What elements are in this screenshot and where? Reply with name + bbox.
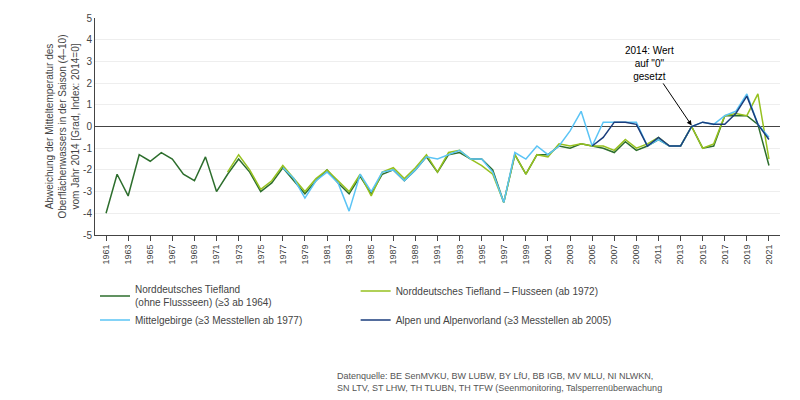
svg-text:-4: -4 [83, 208, 92, 219]
svg-text:1995: 1995 [477, 245, 487, 265]
svg-text:2013: 2013 [675, 245, 685, 265]
svg-text:1983: 1983 [344, 245, 354, 265]
svg-text:2017: 2017 [720, 245, 730, 265]
svg-text:1991: 1991 [432, 245, 442, 265]
svg-text:4: 4 [86, 34, 92, 45]
svg-text:-1: -1 [83, 143, 92, 154]
svg-text:2015: 2015 [698, 245, 708, 265]
svg-text:Norddeutsches Tiefland(ohne Fl: Norddeutsches Tiefland(ohne Flussseen) (… [135, 284, 272, 308]
svg-text:1973: 1973 [234, 245, 244, 265]
svg-text:3: 3 [86, 56, 92, 67]
svg-text:-3: -3 [83, 186, 92, 197]
svg-text:Norddeutsches Tiefland – Fluss: Norddeutsches Tiefland – Flusseen (ab 19… [396, 286, 598, 297]
svg-text:2: 2 [86, 78, 92, 89]
svg-text:1975: 1975 [256, 245, 266, 265]
svg-text:1965: 1965 [145, 245, 155, 265]
svg-text:1977: 1977 [278, 245, 288, 265]
svg-text:2001: 2001 [543, 245, 553, 265]
svg-text:2021: 2021 [764, 245, 774, 265]
svg-text:0: 0 [86, 121, 92, 132]
svg-text:1961: 1961 [101, 245, 111, 265]
svg-text:1989: 1989 [410, 245, 420, 265]
svg-text:2009: 2009 [631, 245, 641, 265]
svg-text:2019: 2019 [742, 245, 752, 265]
svg-text:1963: 1963 [123, 245, 133, 265]
svg-text:Datenquelle: BE SenMVKU, BW LU: Datenquelle: BE SenMVKU, BW LUBW, BY LfU… [337, 371, 662, 393]
svg-text:-2: -2 [83, 164, 92, 175]
svg-text:Mittelgebirge (≥3 Messtellen a: Mittelgebirge (≥3 Messtellen ab 1977) [135, 315, 302, 326]
svg-text:1981: 1981 [322, 245, 332, 265]
svg-text:2007: 2007 [609, 245, 619, 265]
svg-text:Alpen und Alpenvorland (≥3 Mes: Alpen und Alpenvorland (≥3 Messtellen ab… [396, 315, 612, 326]
svg-text:1971: 1971 [211, 245, 221, 265]
svg-text:1987: 1987 [388, 245, 398, 265]
svg-text:1997: 1997 [499, 245, 509, 265]
svg-text:1993: 1993 [455, 245, 465, 265]
svg-text:Abweichung der Mitteltemperatu: Abweichung der Mitteltemperatur desOberf… [44, 35, 81, 219]
svg-text:2003: 2003 [565, 245, 575, 265]
svg-text:2014: Wertauf "0"gesetzt: 2014: Wertauf "0"gesetzt [625, 45, 674, 82]
svg-text:5: 5 [86, 13, 92, 24]
svg-text:2011: 2011 [653, 245, 663, 264]
svg-text:-5: -5 [83, 230, 92, 241]
svg-text:2005: 2005 [587, 245, 597, 265]
svg-text:1979: 1979 [300, 245, 310, 265]
svg-text:1985: 1985 [366, 245, 376, 265]
svg-text:1967: 1967 [167, 245, 177, 265]
svg-text:1999: 1999 [521, 245, 531, 265]
svg-text:1969: 1969 [189, 245, 199, 265]
svg-text:1: 1 [86, 99, 92, 110]
